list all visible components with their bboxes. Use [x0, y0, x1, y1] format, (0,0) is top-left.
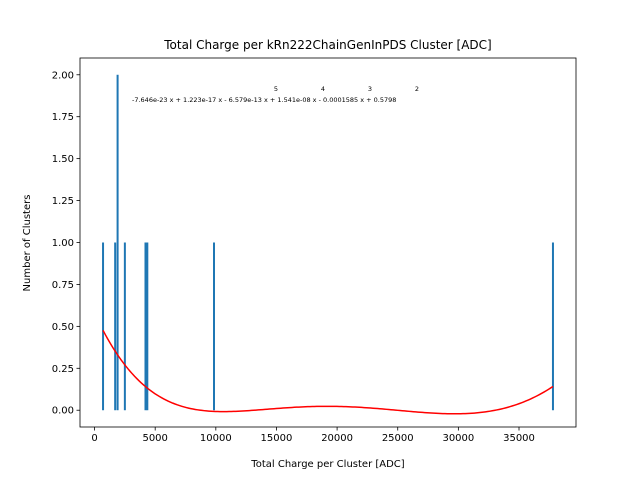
bar	[114, 242, 117, 411]
y-tick-label: 0.00	[52, 406, 74, 417]
bar	[551, 242, 554, 411]
x-tick-label: 25000	[382, 433, 414, 444]
x-tick-label: 10000	[200, 433, 232, 444]
x-tick-label: 20000	[321, 433, 353, 444]
plot-area	[80, 58, 576, 427]
y-tick-label: 1.50	[52, 154, 74, 165]
y-tick-label: 1.25	[52, 196, 74, 207]
x-axis-label: Total Charge per Cluster [ADC]	[250, 459, 404, 470]
fit-exponent: 5	[274, 85, 278, 93]
bar	[213, 242, 215, 411]
fit-exponent: 2	[415, 85, 419, 93]
fit-exponent: 3	[368, 85, 372, 93]
bars	[102, 74, 554, 411]
y-tick-label: 0.50	[52, 322, 74, 333]
fit-exponent: 4	[321, 85, 325, 93]
bar	[146, 242, 149, 411]
y-tick-label: 2.00	[52, 70, 74, 81]
y-tick-label: 0.25	[52, 364, 74, 375]
x-tick-label: 0	[91, 433, 97, 444]
x-tick-label: 15000	[261, 433, 293, 444]
fit-equation: -7.646e-23 x + 1.223e-17 x - 6.579e-13 x…	[132, 96, 396, 104]
y-tick-label: 1.75	[52, 112, 74, 123]
x-tick-label: 30000	[442, 433, 474, 444]
fit-curve	[102, 330, 554, 415]
x-tick-label: 35000	[503, 433, 535, 444]
bar	[102, 242, 105, 411]
fit-annotation: -7.646e-23 x + 1.223e-17 x - 6.579e-13 x…	[132, 85, 419, 104]
y-axis-label: Number of Clusters	[22, 195, 33, 292]
axes: 0 5000 10000 15000 20000 25000 30000 35000 0.00 0…	[52, 57, 577, 444]
y-tick-label: 0.75	[52, 280, 74, 291]
x-tick-label: 5000	[142, 433, 167, 444]
fit-curve-group	[102, 330, 554, 415]
bar	[144, 242, 147, 411]
bar	[116, 74, 119, 411]
bar	[123, 242, 126, 411]
plot-background	[80, 58, 576, 427]
chart-title: Total Charge per kRn222ChainGenInPDS Clu…	[163, 38, 491, 52]
y-tick-label: 1.00	[52, 238, 74, 249]
